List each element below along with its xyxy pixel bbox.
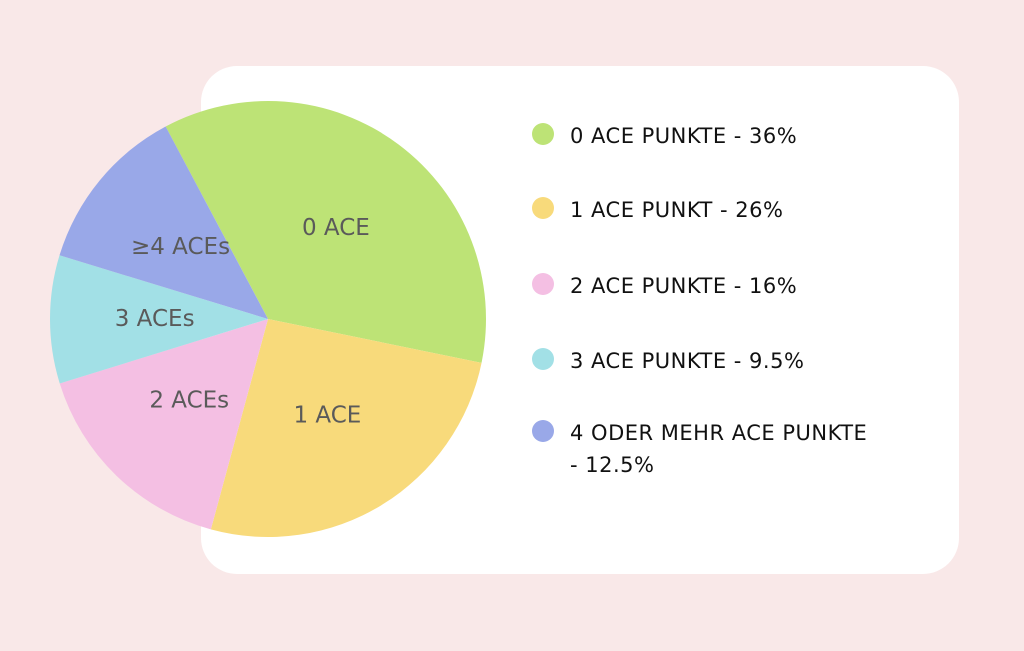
legend-label-3-aces: 3 ACE PUNKTE - 9.5% [570, 349, 805, 373]
pie-slice-1-ace [210, 319, 482, 537]
pie-slice-ge4-aces [59, 126, 269, 319]
legend-swatch-1-ace [532, 197, 554, 219]
legend-label-4-plus-aces: 4 ODER MEHR ACE PUNKTE - 12.5% [570, 421, 868, 477]
legend-label-0-ace: 0 ACE PUNKTE - 36% [570, 124, 798, 148]
pie-slice-2-aces [59, 319, 269, 530]
pie-label-3-aces: 3 ACEs [115, 306, 195, 332]
legend-label-2-aces: 2 ACE PUNKTE - 16% [570, 274, 798, 298]
legend-item-3-aces: 3 ACE PUNKTE - 9.5% [532, 345, 870, 377]
legend-item-1-ace: 1 ACE PUNKT - 26% [532, 194, 870, 226]
pie-label-2-aces: 2 ACEs [149, 388, 229, 414]
legend-swatch-4-plus-aces [532, 420, 554, 442]
legend-swatch-0-ace [532, 123, 554, 145]
pie-label-1-ace: 1 ACE [293, 403, 361, 429]
legend-swatch-3-aces [532, 348, 554, 370]
pie-slice-0-ace [165, 101, 486, 363]
legend-swatch-2-aces [532, 273, 554, 295]
legend-label-1-ace: 1 ACE PUNKT - 26% [570, 198, 784, 222]
pie-label-0-ace: 0 ACE [302, 215, 370, 241]
legend-item-0-ace: 0 ACE PUNKTE - 36% [532, 120, 870, 152]
pie-slice-3-aces [50, 255, 268, 384]
pie-label-ge4-aces: ≥4 ACEs [131, 234, 230, 260]
legend-item-2-aces: 2 ACE PUNKTE - 16% [532, 270, 870, 302]
legend-item-4-plus-aces: 4 ODER MEHR ACE PUNKTE - 12.5% [532, 417, 870, 481]
